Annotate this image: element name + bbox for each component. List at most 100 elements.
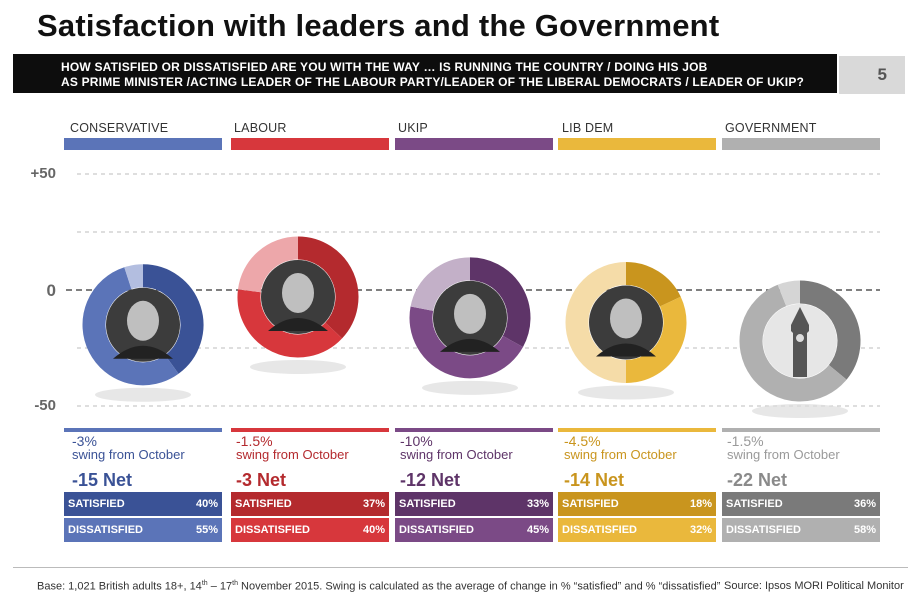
bottom-bar-libdem xyxy=(558,428,716,432)
satisfied-label: SATISFIED xyxy=(399,498,456,510)
donut-group xyxy=(82,236,861,419)
satisfied-value: 37% xyxy=(362,498,385,510)
donut-segment-other xyxy=(410,257,471,312)
swing-labour: -1.5% swing from October xyxy=(236,434,349,462)
footer-base-note: Base: 1,021 British adults 18+, 14th – 1… xyxy=(37,580,720,593)
donut-segment-dissatisfied xyxy=(739,284,847,402)
party-label-labour: LABOUR xyxy=(234,121,287,135)
bottom-bar-labour xyxy=(231,428,389,432)
donut-shadow xyxy=(95,387,191,402)
portrait-face xyxy=(610,298,642,339)
donut-segment-other xyxy=(124,264,144,290)
net-conservative: -15 Net xyxy=(72,470,133,490)
donut-segment-other xyxy=(237,236,299,293)
dissatisfied-label: DISSATISFIED xyxy=(726,524,801,536)
question-line-2: AS PRIME MINISTER /ACTING LEADER OF THE … xyxy=(61,75,805,89)
y-tick-zero: 0 xyxy=(46,281,56,300)
footer-base-mid: – 17 xyxy=(207,580,233,593)
portrait-shoulders xyxy=(113,345,173,359)
bottom-bar-conservative xyxy=(64,428,222,432)
table-row-dissatisfied-ukip: DISSATISFIED 45% xyxy=(395,518,553,542)
portrait-shoulders xyxy=(440,338,500,352)
question-line-1: HOW SATISFIED OR DISSATISFIED ARE YOU WI… xyxy=(61,60,708,74)
table-row-satisfied-conservative: SATISFIED 40% xyxy=(64,492,222,516)
footer-source: Source: Ipsos MORI Political Monitor xyxy=(724,580,904,592)
donut-segment-other xyxy=(777,280,801,307)
page-title: Satisfaction with leaders and the Govern… xyxy=(37,8,720,43)
swing-value: -10% xyxy=(400,433,433,449)
donut-segment-satisfied xyxy=(142,264,204,374)
page-number-box: 5 xyxy=(839,56,905,94)
party-label-government: GOVERNMENT xyxy=(725,121,817,135)
party-bar-conservative xyxy=(64,138,222,150)
satisfied-value: 40% xyxy=(195,498,218,510)
table-row-dissatisfied-conservative: DISSATISFIED 55% xyxy=(64,518,222,542)
donut-segment-dissatisfied xyxy=(237,289,343,358)
swing-value: -1.5% xyxy=(727,433,764,449)
swing-ukip: -10% swing from October xyxy=(400,434,513,462)
dissatisfied-value: 45% xyxy=(526,524,549,536)
page-number: 5 xyxy=(877,65,887,84)
swing-value: -3% xyxy=(72,433,97,449)
donut-segment-satisfied xyxy=(469,257,531,347)
swing-libdem: -4.5% swing from October xyxy=(564,434,677,462)
party-bar-labour xyxy=(231,138,389,150)
swing-text: swing from October xyxy=(564,447,677,462)
swing-conservative: -3% swing from October xyxy=(72,434,185,462)
satisfied-label: SATISFIED xyxy=(68,498,125,510)
donut-segment-satisfied xyxy=(799,280,861,380)
table-row-satisfied-labour: SATISFIED 37% xyxy=(231,492,389,516)
donut-government xyxy=(739,280,861,419)
bottom-bar-government xyxy=(722,428,880,432)
clock-face-icon xyxy=(796,334,804,343)
donut-labour xyxy=(237,236,359,374)
donut-segment-other xyxy=(565,261,627,383)
portrait-face xyxy=(282,272,314,313)
portrait-shoulders xyxy=(596,343,656,357)
swing-text: swing from October xyxy=(400,447,513,462)
net-government: -22 Net xyxy=(727,470,788,490)
donut-shadow xyxy=(250,359,346,374)
donut-ukip xyxy=(409,257,531,395)
table-row-satisfied-ukip: SATISFIED 33% xyxy=(395,492,553,516)
net-labour: -3 Net xyxy=(236,470,287,490)
footer-divider xyxy=(13,567,908,568)
swing-text: swing from October xyxy=(236,447,349,462)
table-row-dissatisfied-government: DISSATISFIED 58% xyxy=(722,518,880,542)
donut-segment-dissatisfied xyxy=(82,267,179,386)
footer-base-rest: November 2015. Swing is calculated as th… xyxy=(237,580,721,593)
satisfied-label: SATISFIED xyxy=(726,498,783,510)
bottom-bar-ukip xyxy=(395,428,553,432)
swing-value: -1.5% xyxy=(236,433,273,449)
donut-libdem xyxy=(565,261,687,400)
dissatisfied-label: DISSATISFIED xyxy=(399,524,474,536)
party-label-conservative: CONSERVATIVE xyxy=(70,121,169,135)
satisfied-value: 36% xyxy=(853,498,876,510)
portrait-shoulders xyxy=(268,317,328,331)
donut-shadow xyxy=(422,380,518,395)
dissatisfied-value: 58% xyxy=(853,524,876,536)
donut-shadow xyxy=(578,385,674,400)
swing-text: swing from October xyxy=(727,447,840,462)
footer-sup-2: th xyxy=(232,580,238,587)
satisfied-value: 18% xyxy=(689,498,712,510)
portrait-face xyxy=(454,293,486,334)
dissatisfied-value: 55% xyxy=(195,524,218,536)
footer-base-text: Base: 1,021 British adults 18+, 14 xyxy=(37,580,202,593)
dissatisfied-label: DISSATISFIED xyxy=(235,524,310,536)
satisfied-label: SATISFIED xyxy=(235,498,292,510)
swing-value: -4.5% xyxy=(564,433,601,449)
footer-sup-1: th xyxy=(201,580,208,587)
party-bar-government xyxy=(722,138,880,150)
dissatisfied-label: DISSATISFIED xyxy=(562,524,637,536)
net-libdem: -14 Net xyxy=(564,470,625,490)
portrait-face xyxy=(127,300,159,341)
party-label-libdem: LIB DEM xyxy=(562,121,614,135)
y-tick-top: +50 xyxy=(30,165,56,182)
table-row-dissatisfied-libdem: DISSATISFIED 32% xyxy=(558,518,716,542)
party-bar-ukip xyxy=(395,138,553,150)
dissatisfied-value: 40% xyxy=(362,524,385,536)
y-tick-bottom: -50 xyxy=(34,397,56,414)
donut-conservative xyxy=(82,264,204,402)
